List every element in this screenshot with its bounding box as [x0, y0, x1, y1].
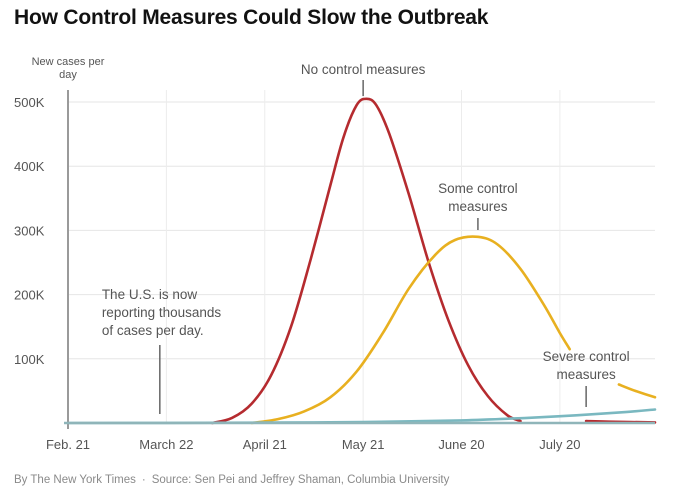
annotation-no-control-text: No control measures: [301, 62, 426, 77]
annotation-no-control: No control measures: [301, 62, 426, 96]
series-line-severe-control-measures: [66, 408, 657, 425]
y-tick-label: 200K: [14, 288, 45, 303]
credit-separator: ·: [141, 474, 146, 486]
credit-line: By The New York Times · Source: Sen Pei an…: [14, 474, 449, 486]
annotation-us-reporting: The U.S. is now reporting thousands of cas…: [102, 287, 222, 414]
annotation-severe-control: Severe control measures: [543, 349, 630, 407]
annotation-some-control: Some control measures: [438, 181, 518, 230]
annotation-us-reporting-text: of cases per day.: [102, 323, 204, 338]
byline: By The New York Times: [14, 474, 136, 486]
y-tick-label: 500K: [14, 95, 45, 110]
y-tick-label: 300K: [14, 223, 45, 238]
series-line-some-control-measures-tail: [617, 383, 657, 399]
annotation-some-control-text: measures: [448, 199, 508, 214]
y-axis-label: New cases per day: [31, 56, 105, 81]
y-tick-label: 100K: [14, 352, 45, 367]
chart-title: How Control Measures Could Slow the Outb…: [14, 6, 489, 29]
y-tick-label: 400K: [14, 159, 45, 174]
x-tick-label: March 22: [139, 437, 193, 452]
tick-labels: 100K 200K 300K 400K 500K Feb. 21 March 22 April…: [14, 95, 581, 452]
axes: [64, 90, 655, 429]
x-tick-label: June 20: [438, 437, 484, 452]
x-tick-label: July 20: [539, 437, 580, 452]
source: Source: Sen Pei and Jeffrey Shaman, Colu…: [151, 474, 450, 486]
x-tick-label: April 21: [243, 437, 287, 452]
grid: [68, 90, 655, 423]
annotation-severe-control-text: measures: [556, 367, 616, 382]
annotation-some-control-text: Some control: [438, 181, 518, 196]
chart-svg: 100K 200K 300K 400K 500K Feb. 21 March 22 April…: [14, 62, 657, 452]
annotation-us-reporting-text: The U.S. is now: [102, 287, 198, 302]
annotation-us-reporting-text: reporting thousands: [102, 305, 222, 320]
series-line-no-control-measures: [211, 97, 522, 425]
annotation-severe-control-text: Severe control: [543, 349, 630, 364]
x-tick-label: May 21: [342, 437, 385, 452]
series-lines: [66, 97, 657, 425]
series-line-some-control-measures: [250, 235, 571, 425]
x-tick-label: Feb. 21: [46, 437, 90, 452]
